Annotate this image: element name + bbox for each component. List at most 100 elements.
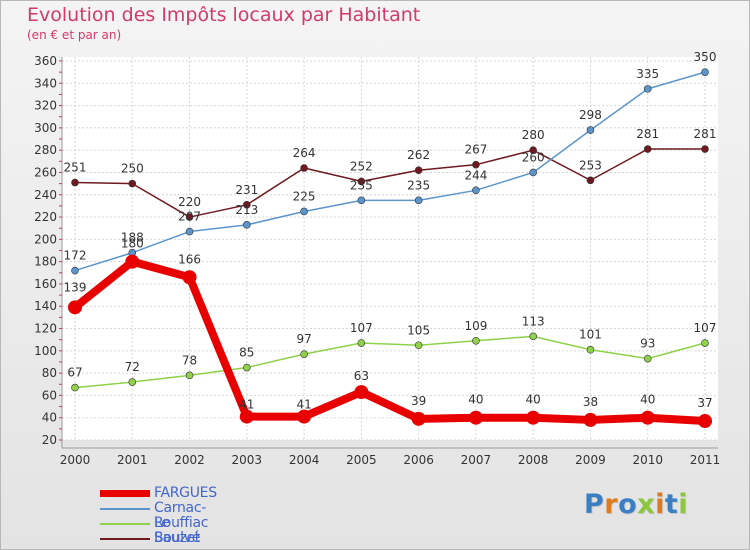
data-point-fargues bbox=[698, 414, 712, 429]
y-tick-label: 160 bbox=[34, 277, 57, 291]
x-tick-label: 2000 bbox=[60, 453, 91, 467]
data-point-carnac-rouffiac bbox=[185, 227, 194, 236]
data-point-sauzet bbox=[243, 200, 251, 209]
y-tick-label: 180 bbox=[34, 255, 57, 269]
data-label-sauzet: 250 bbox=[121, 162, 144, 176]
data-point-sauzet bbox=[300, 164, 308, 172]
data-point-sauzet bbox=[357, 177, 366, 186]
data-label-sauzet: 281 bbox=[636, 127, 659, 141]
data-label-sauzet: 281 bbox=[694, 127, 717, 141]
legend-label-sauzet: Sauzet bbox=[154, 530, 200, 546]
data-point-le-boulv- bbox=[357, 339, 366, 347]
x-tick-label: 2011 bbox=[690, 453, 721, 467]
y-tick-label: 200 bbox=[34, 232, 57, 246]
x-tick-label: 2005 bbox=[346, 453, 377, 467]
data-point-le-boulv- bbox=[128, 378, 137, 386]
data-point-sauzet bbox=[643, 145, 652, 153]
data-point-carnac-rouffiac bbox=[243, 221, 251, 229]
data-label-sauzet: 253 bbox=[579, 158, 602, 172]
x-tick-label: 2004 bbox=[289, 453, 320, 467]
data-point-le-boulv- bbox=[701, 339, 709, 347]
y-tick-label: 220 bbox=[34, 210, 57, 224]
data-point-carnac-rouffiac bbox=[414, 196, 423, 205]
data-label-carnac-rouffiac: 260 bbox=[522, 150, 545, 164]
data-point-sauzet bbox=[71, 178, 79, 187]
data-point-le-boulv- bbox=[243, 363, 251, 372]
legend-label-carnac-rouffiac: Carnac-Rouffiac bbox=[154, 500, 209, 531]
x-tick-label: 2010 bbox=[632, 453, 663, 467]
data-label-carnac-rouffiac: 225 bbox=[293, 189, 316, 203]
data-label-fargues: 37 bbox=[697, 396, 712, 410]
series-line-fargues bbox=[72, 257, 706, 426]
chart-subtitle: (en € et par an) bbox=[27, 28, 122, 42]
y-tick-label: 280 bbox=[34, 143, 57, 157]
y-tick-label: 100 bbox=[34, 344, 57, 358]
x-tick-label: 2007 bbox=[461, 453, 492, 467]
data-point-fargues bbox=[526, 410, 541, 425]
data-label-carnac-rouffiac: 244 bbox=[464, 168, 487, 182]
data-point-le-boulv- bbox=[414, 341, 423, 350]
data-point-carnac-rouffiac bbox=[357, 196, 366, 205]
data-label-sauzet: 252 bbox=[350, 159, 373, 173]
data-label-le-boulv-: 107 bbox=[350, 321, 373, 335]
data-label-sauzet: 251 bbox=[64, 161, 87, 175]
y-tick-label: 120 bbox=[34, 322, 57, 336]
data-label-le-boulv-: 72 bbox=[125, 360, 140, 374]
legend-swatch-fargues bbox=[100, 490, 150, 497]
data-point-sauzet bbox=[414, 166, 423, 175]
data-point-sauzet bbox=[701, 145, 709, 153]
data-label-le-boulv-: 109 bbox=[464, 319, 487, 333]
data-label-le-boulv-: 78 bbox=[182, 353, 197, 367]
data-point-le-boulv- bbox=[472, 336, 480, 345]
data-label-fargues: 40 bbox=[526, 393, 541, 407]
legend-label-le-boulve: Le Boulvé bbox=[154, 515, 201, 546]
data-label-le-boulv-: 67 bbox=[67, 366, 82, 380]
data-point-fargues bbox=[125, 254, 140, 269]
plot-area bbox=[62, 57, 718, 440]
y-tick-label: 340 bbox=[34, 76, 57, 90]
y-tick-label: 300 bbox=[34, 121, 57, 135]
data-label-fargues: 41 bbox=[296, 398, 311, 412]
y-tick-label: 60 bbox=[42, 388, 57, 402]
data-point-le-boulv- bbox=[586, 345, 595, 354]
series-line-carnac-rouffiac bbox=[74, 71, 706, 272]
data-point-fargues bbox=[583, 412, 598, 427]
x-tick-label: 2006 bbox=[403, 453, 434, 467]
legend-swatch-sauzet bbox=[100, 538, 150, 540]
data-label-carnac-rouffiac: 298 bbox=[579, 108, 602, 122]
data-point-fargues bbox=[354, 385, 369, 400]
data-label-le-boulv-: 93 bbox=[640, 337, 655, 351]
series-line-le-boulv- bbox=[74, 335, 706, 389]
data-point-fargues bbox=[411, 411, 426, 426]
data-point-le-boulv- bbox=[185, 371, 194, 380]
data-label-fargues: 166 bbox=[178, 252, 201, 266]
data-point-carnac-rouffiac bbox=[643, 85, 652, 93]
data-label-le-boulv-: 101 bbox=[579, 328, 602, 342]
data-point-sauzet bbox=[128, 179, 137, 188]
y-tick-label: 20 bbox=[42, 433, 57, 447]
data-point-fargues bbox=[297, 409, 312, 424]
data-point-le-boulv- bbox=[300, 350, 308, 358]
data-point-le-boulv- bbox=[529, 332, 537, 341]
data-label-sauzet: 264 bbox=[293, 146, 316, 160]
data-label-le-boulv-: 113 bbox=[522, 314, 545, 328]
data-label-sauzet: 280 bbox=[522, 128, 545, 142]
legend-label-fargues: FARGUES bbox=[154, 485, 217, 501]
x-tick-label: 2002 bbox=[174, 453, 205, 467]
data-point-fargues bbox=[68, 300, 82, 315]
data-point-carnac-rouffiac bbox=[472, 186, 480, 195]
data-label-fargues: 40 bbox=[468, 393, 483, 407]
y-tick-label: 260 bbox=[34, 165, 57, 179]
y-tick-label: 240 bbox=[34, 188, 57, 202]
data-label-le-boulv-: 107 bbox=[694, 321, 717, 335]
x-tick-label: 2001 bbox=[117, 453, 148, 467]
data-point-fargues bbox=[239, 409, 254, 424]
data-point-fargues bbox=[640, 410, 655, 425]
data-label-le-boulv-: 85 bbox=[239, 346, 254, 360]
x-tick-label: 2003 bbox=[232, 453, 263, 467]
data-point-carnac-rouffiac bbox=[529, 168, 537, 177]
data-label-le-boulv-: 105 bbox=[407, 323, 430, 337]
data-label-carnac-rouffiac: 350 bbox=[694, 50, 717, 64]
data-label-carnac-rouffiac: 235 bbox=[407, 178, 430, 192]
data-label-sauzet: 231 bbox=[235, 183, 258, 197]
